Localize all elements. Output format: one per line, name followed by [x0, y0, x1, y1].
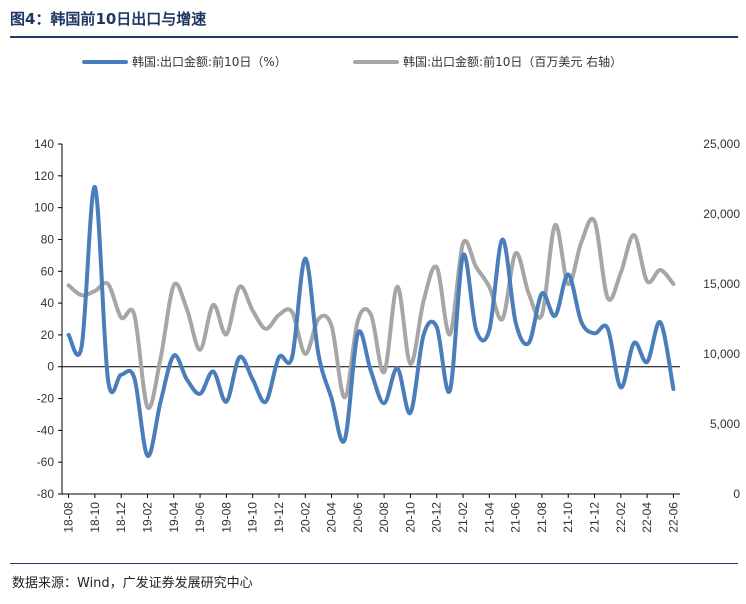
right-y-tick-label: 5,000	[710, 417, 740, 431]
x-tick-label: 20-02	[298, 502, 312, 533]
x-tick-label: 20-04	[325, 502, 339, 533]
right-y-tick-label: 0	[733, 487, 740, 501]
x-tick-label: 18-10	[88, 502, 102, 533]
figure-title-bar: 图4：韩国前10日出口与增速	[10, 6, 738, 38]
left-y-tick-label: 0	[47, 360, 54, 374]
chart-legend: 韩国:出口金额:前10日（%） 韩国:出口金额:前10日（百万美元 右轴）	[82, 54, 622, 69]
left-y-tick-label: 120	[34, 169, 54, 183]
x-tick-label: 18-08	[62, 502, 76, 533]
legend-label-value: 韩国:出口金额:前10日（百万美元 右轴）	[403, 54, 622, 69]
left-y-tick-label: 60	[41, 264, 55, 278]
left-y-tick-label: -80	[37, 487, 55, 501]
x-tick-label: 22-06	[666, 502, 680, 533]
source-note: 数据来源：Wind，广发证券发展研究中心	[12, 576, 253, 591]
right-y-tick-label: 25,000	[703, 137, 740, 151]
left-y-tick-label: 100	[34, 201, 54, 215]
x-tick-label: 21-06	[509, 502, 523, 533]
x-tick-label: 19-12	[272, 502, 286, 533]
x-tick-label: 22-02	[614, 502, 628, 533]
title-underline	[10, 36, 738, 38]
legend-label-growth: 韩国:出口金额:前10日（%）	[132, 54, 287, 69]
series-line-export-value	[66, 216, 676, 411]
left-y-tick-label: 80	[41, 232, 55, 246]
left-y-tick-label: 20	[41, 328, 55, 342]
chart-series	[66, 184, 676, 458]
left-y-tick-label: 40	[41, 296, 55, 310]
x-tick-label: 21-02	[456, 502, 470, 533]
figure-title: 图4：韩国前10日出口与增速	[10, 10, 207, 28]
right-y-tick-label: 10,000	[703, 347, 740, 361]
left-y-tick-label: -60	[37, 455, 55, 469]
chart-axes: -80 -60 -40 -20 0 20 40 60 80 100 120 140 0 5,000 10,0…	[34, 137, 740, 533]
left-y-tick-label: 140	[34, 137, 54, 151]
x-tick-label: 19-04	[167, 502, 181, 533]
x-tick-label: 18-12	[114, 502, 128, 533]
x-tick-label: 20-12	[430, 502, 444, 533]
x-tick-label: 19-10	[246, 502, 260, 533]
line-chart: 韩国:出口金额:前10日（%） 韩国:出口金额:前10日（百万美元 右轴） -80…	[34, 54, 740, 533]
x-tick-label: 21-08	[535, 502, 549, 533]
right-y-tick-label: 20,000	[703, 207, 740, 221]
footer-rule	[10, 563, 738, 564]
left-y-tick-label: -40	[37, 423, 55, 437]
left-y-tick-label: -20	[37, 392, 55, 406]
x-tick-label: 19-08	[219, 502, 233, 533]
x-tick-label: 19-06	[193, 502, 207, 533]
x-tick-label: 22-04	[640, 502, 654, 533]
x-tick-label: 19-02	[140, 502, 154, 533]
x-tick-label: 21-10	[561, 502, 575, 533]
x-tick-label: 20-08	[377, 502, 391, 533]
x-tick-label: 21-04	[482, 502, 496, 533]
x-tick-label: 20-10	[403, 502, 417, 533]
x-tick-label: 20-06	[351, 502, 365, 533]
series-line-export-growth	[66, 184, 676, 458]
x-tick-label: 21-12	[588, 502, 602, 533]
right-y-tick-label: 15,000	[703, 277, 740, 291]
